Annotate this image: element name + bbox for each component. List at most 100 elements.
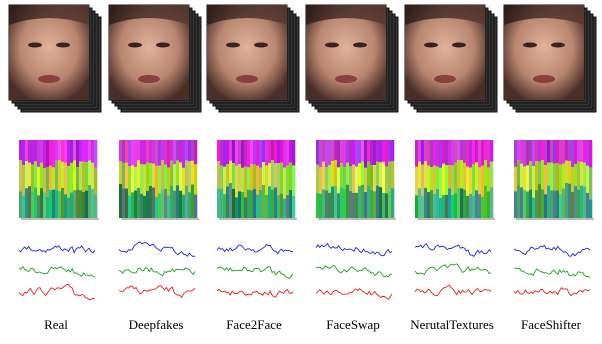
column-label: NerutalTextures [410,317,494,332]
spectrogram-cell [244,140,247,167]
spectrogram-cell [424,188,427,218]
spectrogram-cell [143,164,146,195]
spectrogram-cell [370,190,373,218]
spectrogram-cell [220,189,223,218]
spectrogram-cell [451,195,454,218]
spectrogram [19,140,99,220]
spectrogram-cell [565,140,568,161]
spectrogram-cell [526,165,529,191]
spectrogram-cell [161,160,164,189]
face-eye [452,43,466,48]
spectrogram-cell [433,194,436,218]
spectrogram-cell [82,162,85,192]
spectrogram-cell [67,198,70,218]
spectrogram-cell [34,140,37,161]
spectrogram-cell [122,163,125,188]
spectrogram-cell [439,168,442,198]
spectrogram-cell [280,163,283,194]
spectrogram-cell [454,140,457,163]
spectrogram-cell [94,168,97,194]
signal-line [415,244,491,257]
spectrogram-cell [262,140,265,162]
spectrogram-cell [31,192,34,218]
spectrogram-cell [580,140,583,162]
spectrogram-cell [337,140,340,167]
spectrogram-cell [140,164,143,194]
spectrogram-cell [94,140,97,168]
spectrogram-cell [586,193,589,218]
spectrogram-cell [391,188,394,218]
figure: RealDeepfakesFace2FaceFaceSwapNerutalTex… [0,0,602,339]
spectrogram-cell [188,140,191,161]
spectrogram-cell [535,140,538,161]
spectrogram-cell [241,140,244,168]
spectrogram-cell [322,162,325,190]
spectrogram-cell [385,193,388,218]
spectrogram-cell [385,140,388,167]
spectrogram-cell [574,164,577,186]
spectrogram-cell [445,165,448,195]
spectrogram-cell [283,199,286,218]
spectrogram-cell [256,194,259,218]
spectrogram-cell [445,195,448,218]
spectrogram-cell [268,163,271,186]
spectrogram-cell [85,191,88,218]
spectrogram-cell [589,140,592,167]
spectrogram-cell [484,140,487,160]
spectrogram-cell [589,199,592,218]
spectrogram-cell [223,167,226,194]
spectrogram-cell [143,196,146,218]
spectrogram-cell [40,140,43,163]
spectrogram-cell [262,185,265,218]
spectrogram-cell [559,165,562,194]
spectrogram-cell [547,140,550,162]
spectrogram-cell [460,140,463,160]
spectrogram-cell [316,193,319,218]
spectrogram-cell [355,193,358,218]
spectrogram-cell [421,196,424,218]
spectrogram-cell [334,160,337,186]
spectrogram-cell [34,187,37,218]
face-eye [28,43,42,48]
spectrogram-cell [370,165,373,190]
spectrogram-cell [520,187,523,218]
spectrogram-cell [460,160,463,188]
spectrogram-cell [19,160,22,191]
spectrogram-cell [161,140,164,160]
spectrogram-cell [253,140,256,165]
spectrogram-cell [463,163,466,190]
spectrogram-cell [343,140,346,167]
spectrogram-cell [382,162,385,193]
spectrogram-cell [361,185,364,218]
spectrogram-cell [182,140,185,168]
spectrogram-cell [220,140,223,166]
spectrogram-cell [173,164,176,190]
spectrogram-cell [556,140,559,163]
spectrogram-cell [517,140,520,160]
spectrogram-cell [185,140,188,161]
spectrogram-cell [457,188,460,218]
spectrogram-cell [520,140,523,164]
spectrogram-cell [388,140,391,161]
spectrogram-cell [28,140,31,163]
spectrogram-cell [379,187,382,218]
spectrogram-cell [229,183,232,218]
spectrogram-cell [442,164,445,195]
spectrogram-cell [358,186,361,218]
spectrogram-cell [460,188,463,218]
spectrogram-cell [538,184,541,218]
spectrogram-cell [85,162,88,190]
face-mouth [38,75,60,83]
signal-line [514,288,590,296]
spectrogram-cell [167,140,170,168]
page: RealDeepfakesFace2FaceFaceSwapNerutalTex… [0,0,602,339]
column-label: Face2Face [226,317,282,332]
spectrogram-cell [167,195,170,218]
spectrogram-cell [149,163,152,186]
spectrogram-cell [191,161,194,185]
spectrogram-cell [182,168,185,195]
spectrogram-cell [46,167,49,197]
spectrogram-cell [478,194,481,218]
spectrogram-cell [328,193,331,218]
spectrogram-cell [367,162,370,186]
